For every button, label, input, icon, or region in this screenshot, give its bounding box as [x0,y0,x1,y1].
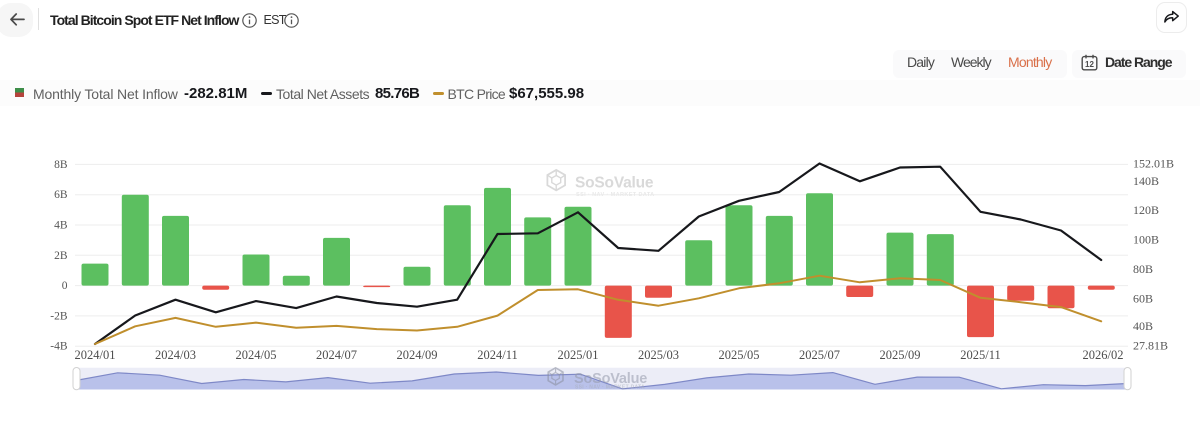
svg-text:27.81B: 27.81B [1133,339,1168,353]
svg-text:60B: 60B [1133,291,1153,305]
svg-text:2024/03: 2024/03 [155,348,196,362]
svg-text:0: 0 [62,280,68,292]
svg-text:SSI · NAV · MARKET DATA: SSI · NAV · MARKET DATA [576,192,655,198]
svg-text:140B: 140B [1133,174,1159,188]
svg-text:4B: 4B [54,220,68,232]
svg-text:2024/07: 2024/07 [316,348,357,362]
svg-text:2025/03: 2025/03 [638,348,679,362]
svg-text:2024/01: 2024/01 [75,348,116,362]
svg-text:8B: 8B [54,159,68,171]
svg-text:-2B: -2B [50,310,68,322]
svg-text:SoSoValue: SoSoValue [574,371,647,387]
svg-text:40B: 40B [1133,319,1153,333]
svg-text:2024/05: 2024/05 [236,348,277,362]
svg-text:2025/01: 2025/01 [558,348,599,362]
svg-text:6B: 6B [54,189,68,201]
svg-text:100B: 100B [1133,233,1159,247]
svg-text:12: 12 [1085,60,1094,69]
svg-text:2B: 2B [54,250,68,262]
svg-text:2025/05: 2025/05 [719,348,760,362]
svg-text:SSI · NAV · MARKET DATA: SSI · NAV · MARKET DATA [575,385,645,391]
svg-text:2026/02: 2026/02 [1083,348,1124,362]
svg-text:2025/09: 2025/09 [880,348,921,362]
svg-text:2025/07: 2025/07 [799,348,840,362]
svg-text:80B: 80B [1133,262,1153,276]
svg-text:152.01B: 152.01B [1133,156,1174,170]
svg-text:2025/11: 2025/11 [960,348,1001,362]
svg-text:120B: 120B [1133,203,1159,217]
svg-text:SoSoValue: SoSoValue [575,175,654,192]
svg-text:2024/09: 2024/09 [397,348,438,362]
svg-text:-4B: -4B [50,341,68,353]
svg-text:2024/11: 2024/11 [477,348,518,362]
